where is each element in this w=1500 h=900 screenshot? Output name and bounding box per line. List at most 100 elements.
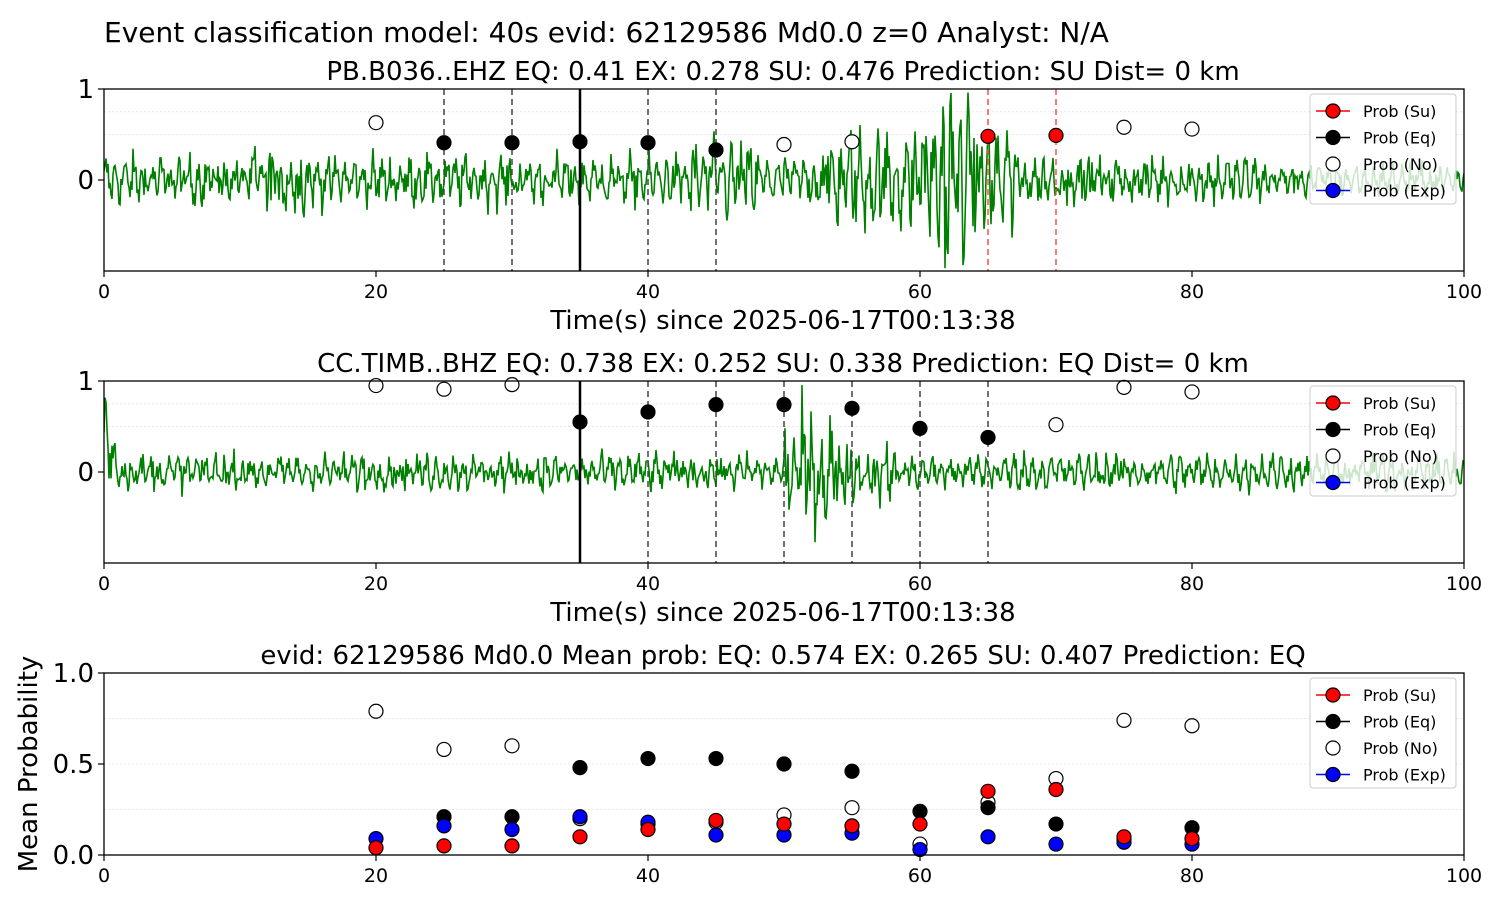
panel-1-point-eq-3 [572,134,588,150]
panel-2: CC.TIMB..BHZ EQ: 0.738 EX: 0.252 SU: 0.3… [77,349,1482,628]
panel-3-legend-marker-exp [1325,766,1341,783]
panel-3-ytick-label-2: 1.0 [53,659,94,689]
panel-1-point-eq-4 [640,135,656,151]
panel-3-ytick-label-1: 0.5 [53,750,94,780]
panel-3-plot: 0 20 40 60 80 100 0.0 0.5 1.0 Prob (Su) Prob (Eq) P… [53,659,1482,887]
panel-3-point-eq-10 [1048,816,1064,832]
panel-3-point-exp-3 [572,809,588,825]
panel-3-point-exp-1 [436,818,452,834]
panel-3-xtick-label-5: 100 [1446,865,1482,887]
panel-1-ytick-label-0: 1 [77,75,94,105]
panel-1-xtick-label-1: 20 [364,281,388,303]
panel-2-point-no-0 [368,377,384,394]
panel-3-legend-label-no: Prob (No) [1363,739,1438,758]
panel-3-legend-marker-no [1325,740,1341,756]
panel-2-point-eq-6 [776,397,792,413]
panel-3-title: evid: 62129586 Md0.0 Mean prob: EQ: 0.57… [260,641,1305,671]
panel-2-legend-label-eq: Prob (Eq) [1363,421,1436,440]
panel-2-point-no-2 [504,377,520,393]
panel-2-legend-marker-exp [1325,474,1341,491]
panel-1-point-eq-2 [504,135,520,151]
panel-3-legend-box [1309,677,1457,789]
figure-suptitle: Event classification model: 40s evid: 62… [104,16,1109,49]
panel-3-point-su-5 [708,812,724,829]
panel-1-xtick-label-0: 0 [98,281,110,303]
panel-1-point-no-6 [776,136,792,153]
panel-1-legend-marker-no [1325,156,1341,172]
panel-1-ytick-label-1: 0 [77,166,94,196]
panel-1-point-su-8 [980,128,996,144]
panel-2-legend-marker-eq [1325,421,1341,438]
panel-2-point-eq-3 [572,414,588,430]
panel-1-point-su-9 [1048,127,1064,144]
panel-3-point-eq-7 [844,763,860,779]
panel-2-legend-marker-su [1325,395,1341,411]
panel-3-xtick-label-3: 60 [908,865,932,887]
panel-2-xtick-label-1: 20 [364,573,388,595]
panel-2-legend-box [1309,385,1457,497]
panel-1-point-no-7 [844,134,860,150]
panel-2-point-eq-5 [708,397,724,413]
panel-3-point-exp-9 [980,829,996,845]
panel-2-legend-label-exp: Prob (Exp) [1363,474,1446,493]
panel-1-point-eq-1 [436,135,452,151]
panel-3-point-eq-4 [640,750,656,767]
panel-2-legend-label-su: Prob (Su) [1363,394,1436,413]
panel-2-point-no-12 [1184,384,1200,400]
panel-1-legend-marker-eq [1325,129,1341,146]
panel-3-point-no-2 [504,738,520,754]
panel-1-legend-marker-exp [1325,182,1341,199]
panel-1-xtick-label-2: 40 [636,281,660,303]
panel-2-title: CC.TIMB..BHZ EQ: 0.738 EX: 0.252 SU: 0.3… [317,349,1249,379]
panel-1-legend-label-no: Prob (No) [1363,155,1438,174]
panel-3-point-su-9 [980,783,996,799]
panel-3-point-su-10 [1048,781,1064,798]
panel-1-waveform [104,92,1464,269]
panel-2-xtick-label-5: 100 [1446,573,1482,595]
panel-2-point-eq-4 [640,404,656,420]
panel-1-xtick-label-4: 80 [1180,281,1204,303]
panel-2-plot: 0 20 40 60 80 100 1 0 Prob (Su) Prob (Eq) Prob (No… [77,367,1482,595]
panel-1-point-no-10 [1116,119,1132,135]
panel-1-legend-label-exp: Prob (Exp) [1363,182,1446,201]
panel-3-point-no-0 [368,703,384,719]
panel-3-point-su-11 [1116,829,1132,845]
panel-3-ylabel: Mean Probability [14,656,44,873]
panel-3-legend-marker-su [1325,687,1341,703]
panel-3-point-eq-5 [708,750,724,767]
panel-3-point-eq-2 [504,809,520,825]
panel-2-xtick-label-0: 0 [98,573,110,595]
panel-2-xtick-label-4: 80 [1180,573,1204,595]
panel-1-xlabel: Time(s) since 2025-06-17T00:13:38 [549,306,1015,336]
panel-2-point-no-1 [436,381,452,397]
panel-3-point-su-0 [368,840,384,856]
panel-3-xtick-label-1: 20 [364,865,388,887]
panel-3-point-su-6 [776,816,792,832]
panel-3-point-eq-6 [776,756,792,772]
panel-3-ytick-label-0: 0.0 [53,841,94,871]
panel-2-xlabel: Time(s) since 2025-06-17T00:13:38 [549,598,1015,628]
panel-3-point-exp-2 [504,821,520,838]
panel-3-point-su-3 [572,829,588,845]
panel-3-point-no-1 [436,741,452,758]
panel-3-point-eq-8 [912,803,928,819]
panel-3-point-su-8 [912,816,928,832]
panel-1-point-eq-5 [708,142,724,158]
panel-1-point-no-0 [368,115,384,131]
panel-3-point-su-12 [1184,831,1200,847]
panel-3-point-exp-10 [1048,836,1064,852]
panel-3-point-no-12 [1184,718,1200,734]
panel-2-legend-marker-no [1325,448,1341,464]
panel-3-point-no-11 [1116,712,1132,728]
panel-3-point-exp-5 [708,827,724,843]
panel-2-legend-label-no: Prob (No) [1363,447,1438,466]
panel-1-xtick-label-5: 100 [1446,281,1482,303]
panel-3-point-su-2 [504,838,520,854]
panel-3-point-su-4 [640,821,656,838]
panel-3-point-eq-9 [980,800,996,816]
panel-3-legend-label-eq: Prob (Eq) [1363,713,1436,732]
panel-1-point-no-11 [1184,121,1200,137]
panel-3-legend-marker-eq [1325,713,1341,730]
panel-2-point-eq-7 [844,400,860,416]
